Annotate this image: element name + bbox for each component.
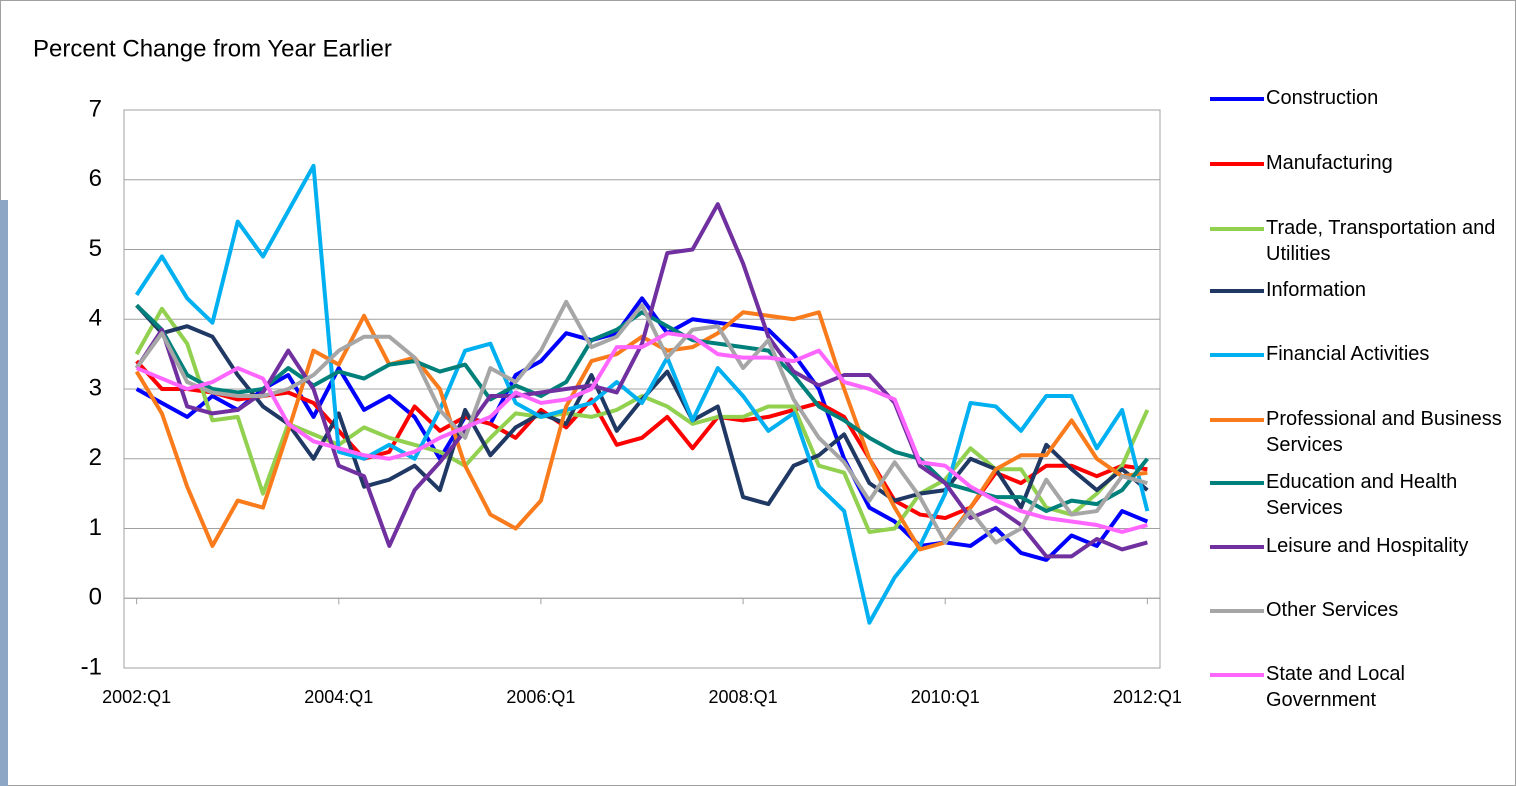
- x-tick-label: 2004:Q1: [304, 687, 373, 707]
- y-tick-label: 7: [89, 95, 102, 122]
- legend-label: State and Local Government: [1266, 663, 1405, 711]
- legend-label: Other Services: [1266, 599, 1399, 621]
- y-tick-label: 0: [89, 584, 102, 611]
- legend-swatch: [1210, 418, 1264, 422]
- legend-swatch: [1210, 353, 1264, 357]
- legend-label: Financial Activities: [1266, 343, 1430, 365]
- legend-label: Education and Health Services: [1266, 471, 1458, 519]
- legend-label: Trade, Transportation and Utilities: [1266, 217, 1496, 265]
- legend-swatch: [1210, 289, 1264, 293]
- series-line: [134, 202, 1148, 559]
- legend-label: Manufacturing: [1266, 152, 1393, 174]
- y-tick-label: -1: [81, 653, 102, 680]
- y-tick-label: 3: [89, 374, 102, 401]
- x-tick-label: 2012:Q1: [1113, 687, 1182, 707]
- x-tick-label: 2010:Q1: [911, 687, 980, 707]
- y-tick-label: 5: [89, 235, 102, 262]
- side-strip: [0, 200, 8, 786]
- x-tick-label: 2002:Q1: [102, 687, 171, 707]
- chart-title: Percent Change from Year Earlier: [33, 35, 392, 62]
- legend-swatch: [1210, 97, 1264, 101]
- y-tick-label: 1: [89, 514, 102, 541]
- legend-swatch: [1210, 481, 1264, 485]
- series-line: [135, 299, 1148, 545]
- series-line: [135, 296, 1149, 562]
- legend-swatch: [1210, 609, 1264, 613]
- series-line: [135, 331, 1148, 534]
- legend-swatch: [1210, 673, 1264, 677]
- y-tick-label: 6: [89, 165, 102, 192]
- legend-label: Professional and Business Services: [1266, 408, 1502, 456]
- x-tick-label: 2008:Q1: [709, 687, 778, 707]
- legend-swatch: [1210, 545, 1264, 549]
- legend-swatch: [1210, 162, 1264, 166]
- legend-label: Leisure and Hospitality: [1266, 535, 1469, 557]
- x-tick-label: 2006:Q1: [506, 687, 575, 707]
- y-tick-label: 2: [89, 444, 102, 471]
- series-line: [134, 306, 1150, 534]
- legend-label: Information: [1266, 279, 1367, 301]
- y-tick-label: 4: [89, 305, 102, 332]
- legend-swatch: [1210, 227, 1264, 231]
- legend-label: Construction: [1266, 87, 1379, 109]
- series-line: [134, 163, 1150, 625]
